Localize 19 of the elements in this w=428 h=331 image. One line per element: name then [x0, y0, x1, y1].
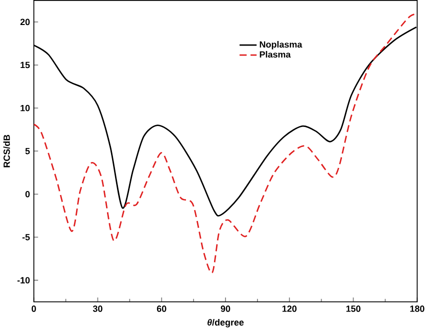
x-axis-title: θ/degree — [208, 319, 244, 328]
legend-label: Plasma — [260, 51, 291, 58]
y-tick-label: -5 — [22, 234, 30, 240]
x-tick-label: 150 — [346, 306, 360, 312]
y-tick-label: 15 — [20, 62, 30, 68]
y-tick-label: 5 — [25, 148, 30, 154]
y-tick-label: -10 — [17, 277, 30, 284]
x-tick-label: 90 — [220, 306, 230, 312]
y-axis-title: RCS/dB — [3, 134, 10, 168]
line-series — [34, 14, 416, 274]
y-tick-label: 20 — [20, 18, 30, 26]
y-tick-label: 10 — [20, 105, 30, 112]
x-tick-label: 30 — [92, 306, 102, 312]
x-tick-label: 120 — [282, 306, 297, 312]
x-tick-label: 60 — [156, 306, 166, 312]
x-tick-label: 180 — [410, 306, 424, 312]
legend-label: Noplasma — [260, 41, 302, 50]
y-tick-label: 0 — [25, 191, 30, 198]
x-tick-label: 0 — [32, 306, 36, 312]
